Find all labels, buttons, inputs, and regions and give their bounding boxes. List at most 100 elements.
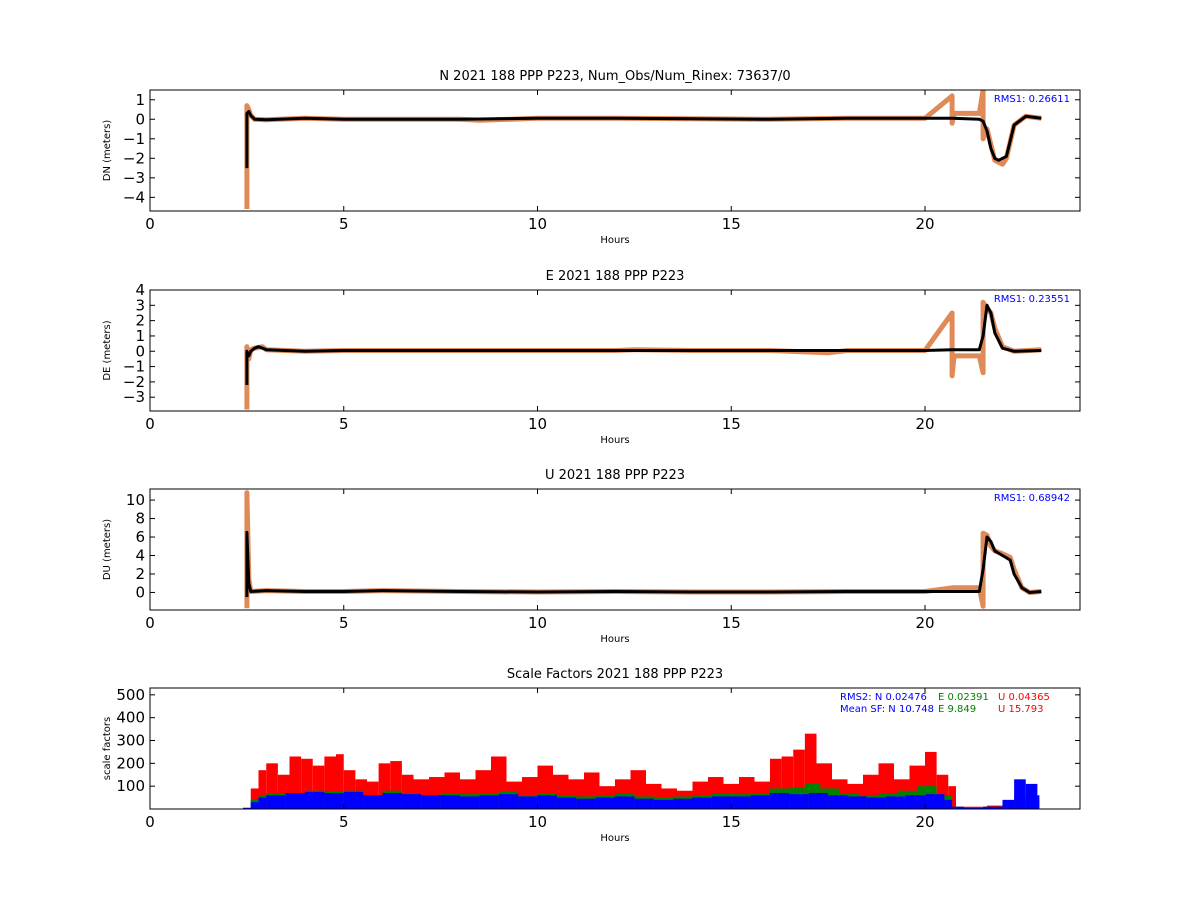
scale-bar-point	[789, 794, 809, 809]
scale-bar-point	[828, 795, 848, 809]
subplot-title: Scale Factors 2021 188 PPP P223	[507, 667, 723, 682]
y-tick-label: 400	[116, 709, 145, 727]
series-group	[243, 733, 1040, 809]
scale-bar-point	[925, 794, 945, 809]
axes-frame	[149, 89, 1081, 212]
y-tick-label: −3	[123, 169, 145, 187]
scale-bar-point	[847, 796, 867, 809]
y-tick-label: 100	[116, 777, 145, 795]
subplot-4: Scale Factors 2021 188 PPP P223 0 5 10 15 20 5…	[102, 667, 1081, 844]
y-tick-label: 3	[135, 296, 145, 314]
x-tick-label: 10	[528, 415, 547, 433]
scale-bar-point	[804, 733, 817, 809]
subplot-1: N 2021 188 PPP P223, Num_Obs/Num_Rinex: …	[102, 69, 1081, 246]
series-line-raw	[244, 299, 1042, 410]
scale-bar-point	[537, 795, 557, 809]
scale-bar-point	[1014, 779, 1026, 809]
x-tick-label: 0	[145, 215, 155, 233]
y-tick-label: 0	[135, 583, 145, 601]
y-tick-label: 0	[135, 342, 145, 360]
x-tick-label: 20	[915, 813, 934, 831]
series-line-raw	[244, 90, 1042, 209]
x-tick-label: 0	[145, 614, 155, 632]
scale-bar-point	[936, 774, 949, 809]
rms-annotation: RMS1: 0.23551	[994, 294, 1070, 305]
scale-bar-point	[266, 763, 278, 809]
y-tick-label: 10	[126, 491, 145, 509]
scale-bar-point	[925, 751, 937, 809]
scale-bar-point	[343, 770, 356, 809]
scale-bar-point	[258, 797, 267, 809]
scale-bar-point	[781, 756, 794, 809]
x-tick-label: 5	[339, 215, 349, 233]
scale-bar-point	[905, 795, 925, 809]
y-tick-label: 1	[135, 91, 145, 109]
scale-bar-point	[301, 758, 313, 809]
scale-bar-point	[595, 797, 615, 809]
scale-bar-point	[378, 763, 391, 809]
scale-bar-point	[673, 798, 693, 809]
scale-bar-point	[336, 754, 344, 809]
scale-bar-point	[277, 774, 290, 809]
y-tick-label: 2	[135, 565, 145, 583]
x-tick-label: 0	[145, 415, 155, 433]
axes-frame	[149, 687, 1081, 810]
y-tick-label: −1	[123, 358, 145, 376]
y-tick-label: 6	[135, 528, 145, 546]
scale-bar-point	[944, 799, 953, 809]
axes-frame	[149, 289, 1081, 412]
x-tick-label: 5	[339, 813, 349, 831]
x-tick-label: 20	[915, 415, 934, 433]
subplot-title: U 2021 188 PPP P223	[545, 468, 685, 483]
scale-bar-point	[343, 791, 364, 809]
x-tick-label: 0	[145, 813, 155, 831]
scale-bar-point	[518, 796, 538, 809]
scale-bar-point	[963, 807, 984, 809]
scale-bar-point	[312, 765, 325, 809]
x-tick-label: 20	[915, 215, 934, 233]
x-tick-label: 15	[722, 614, 741, 632]
scale-bar-point	[615, 796, 635, 809]
scale-bar-point	[952, 806, 964, 809]
scale-bar-point	[363, 795, 383, 809]
scale-bar-point	[460, 796, 480, 809]
scale-bar-point	[243, 807, 251, 809]
stat-annotation: E 9.849	[938, 704, 976, 715]
y-tick-label: −1	[123, 130, 145, 148]
y-tick-label: 300	[116, 732, 145, 750]
y-axis-label: DU (meters)	[102, 519, 113, 580]
series-line-filtered	[245, 303, 1042, 385]
scale-bar-point	[556, 797, 577, 809]
stat-annotation: RMS2: N 0.02476	[840, 692, 927, 703]
scale-bar-point	[250, 802, 259, 809]
series-group	[244, 90, 1042, 209]
y-tick-label: 8	[135, 510, 145, 528]
x-tick-label: 15	[722, 415, 741, 433]
scale-bar-point	[382, 793, 402, 809]
series-line-filtered	[245, 110, 1042, 169]
scale-bar-point	[1025, 783, 1038, 809]
stat-annotation: Mean SF: N 10.748	[840, 704, 934, 715]
scale-bar-point	[653, 799, 674, 809]
scale-bar-point	[401, 774, 414, 809]
subplot-title: N 2021 188 PPP P223, Num_Obs/Num_Rinex: …	[439, 69, 790, 84]
rms-annotation: RMS1: 0.26611	[994, 94, 1070, 105]
y-tick-label: −2	[123, 149, 145, 167]
scale-bar-point	[770, 758, 782, 809]
scale-bar-point	[250, 788, 259, 809]
scale-bar-point	[479, 795, 499, 809]
axes-frame	[149, 488, 1081, 611]
scale-bar-point	[983, 806, 1003, 809]
series-group	[244, 299, 1042, 410]
x-axis-label: Hours	[600, 235, 629, 246]
scale-bar-point	[289, 756, 302, 809]
x-tick-label: 15	[722, 813, 741, 831]
scale-bar-point	[866, 797, 887, 809]
scale-bar-point	[324, 793, 344, 809]
series-line-filtered	[245, 530, 1042, 598]
x-tick-label: 5	[339, 614, 349, 632]
y-tick-label: 0	[135, 110, 145, 128]
scale-bar-point	[886, 796, 906, 809]
